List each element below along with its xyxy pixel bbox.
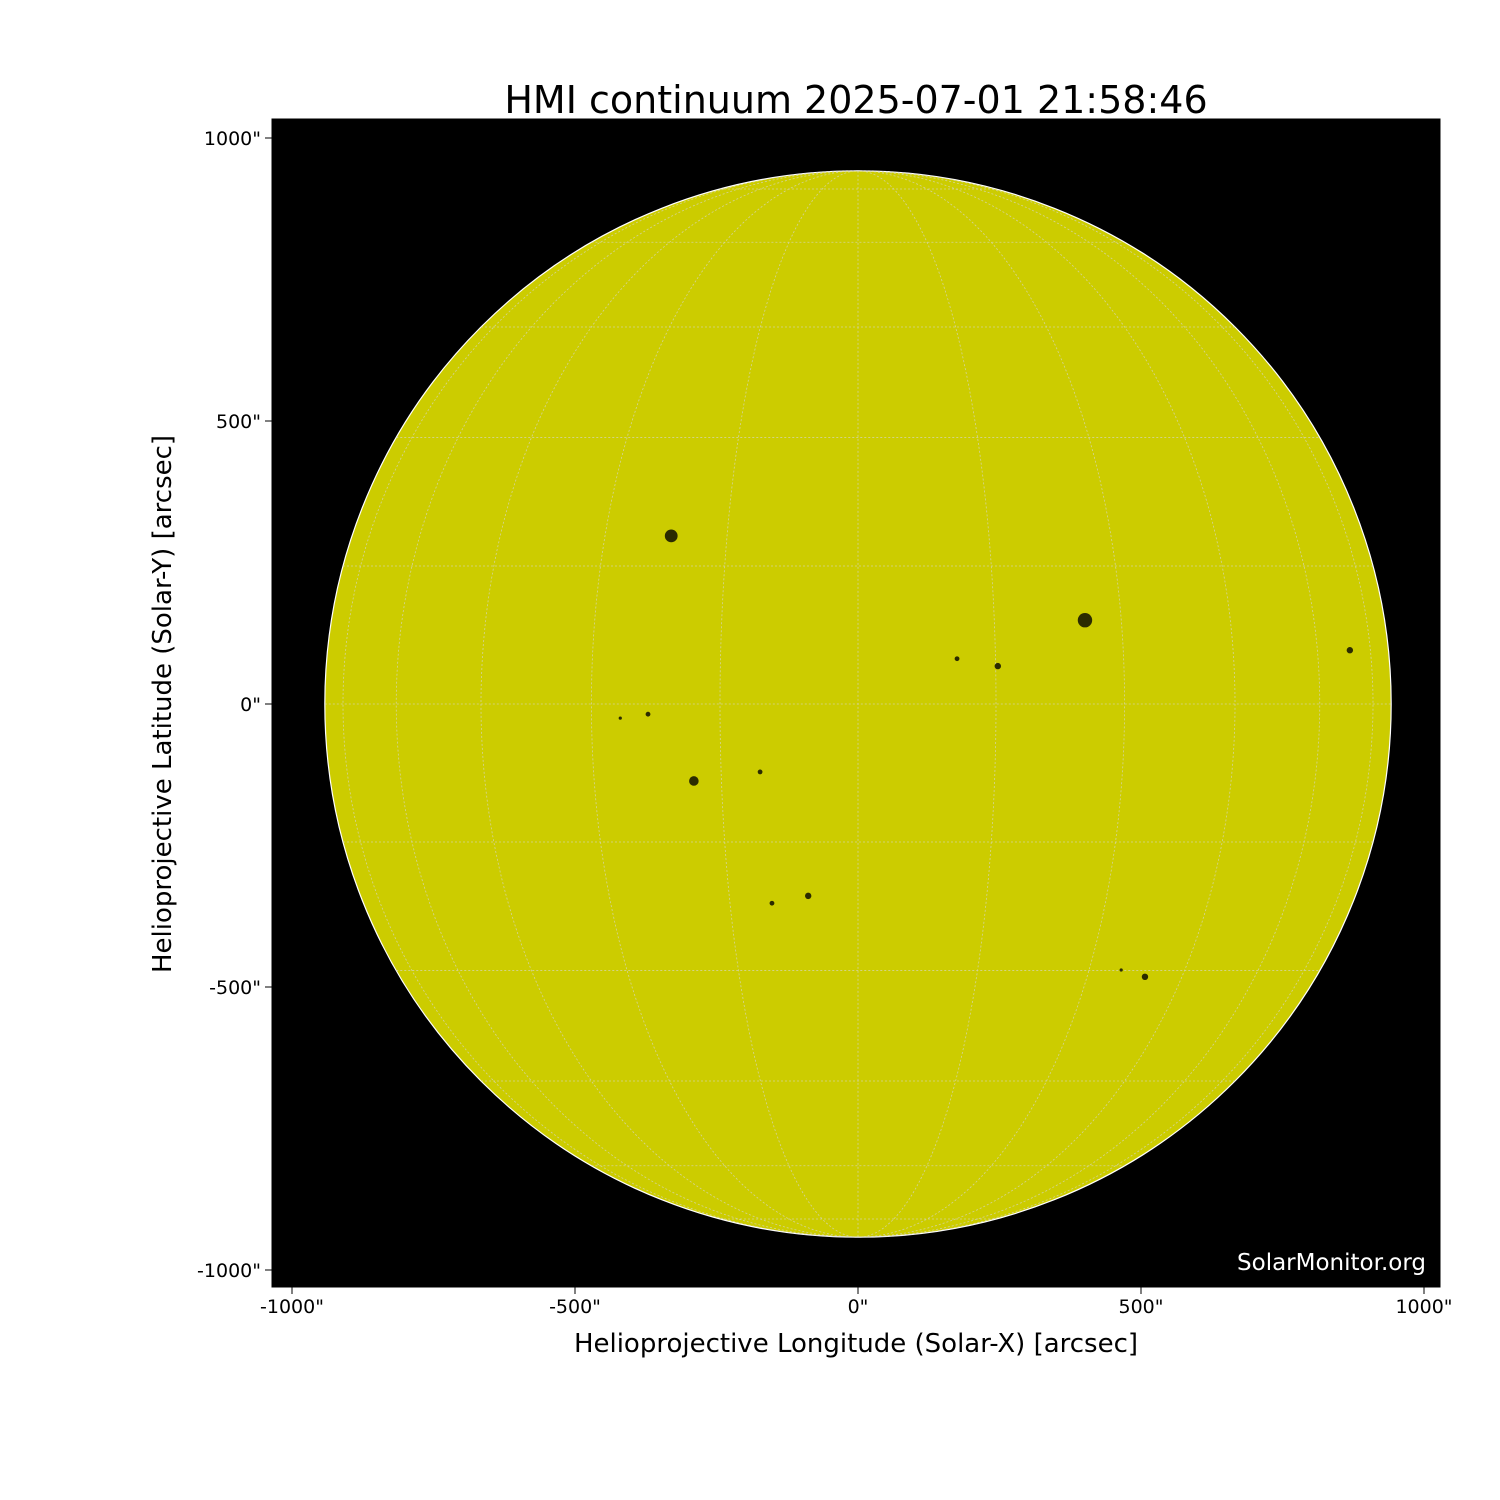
x-tick-label: -1000" bbox=[260, 1296, 324, 1318]
sunspot bbox=[769, 900, 775, 906]
grid-meridian bbox=[857, 170, 997, 1238]
y-tick-label: 1000" bbox=[204, 128, 261, 150]
sunspot bbox=[757, 769, 763, 775]
x-axis-label: Helioprojective Longitude (Solar-X) [arc… bbox=[574, 1329, 1138, 1359]
sunspot bbox=[994, 662, 1002, 670]
sunspot bbox=[1346, 647, 1354, 654]
y-tick-label: 500" bbox=[216, 411, 261, 433]
y-tick-label: -1000" bbox=[197, 1260, 261, 1282]
sunspot bbox=[1141, 973, 1149, 981]
sunspot bbox=[664, 529, 678, 543]
plot-frame bbox=[271, 118, 1441, 1288]
y-tick-label: 0" bbox=[240, 694, 261, 716]
sunspot bbox=[645, 711, 651, 717]
solar-disk-layer bbox=[324, 170, 1392, 1238]
sunspot bbox=[1077, 613, 1093, 628]
sunspot bbox=[618, 716, 622, 720]
chart-title: HMI continuum 2025-07-01 21:58:46 bbox=[504, 78, 1207, 122]
x-tick-label: 0" bbox=[848, 1296, 869, 1318]
sunspot bbox=[689, 776, 699, 786]
sunspot bbox=[1119, 968, 1123, 972]
y-tick-label: -500" bbox=[209, 977, 261, 999]
x-tick-label: 500" bbox=[1118, 1296, 1163, 1318]
x-tick-label: -500" bbox=[549, 1296, 601, 1318]
grid-meridian bbox=[719, 170, 859, 1238]
sunspot bbox=[954, 656, 960, 662]
sunspot bbox=[804, 892, 812, 900]
y-axis-label: Helioprojective Latitude (Solar-Y) [arcs… bbox=[148, 435, 178, 973]
axis-ticks: -1000" -500" 0" 500" 1000" -1000" -500" 0" 500" 1… bbox=[197, 128, 1453, 1318]
x-tick-label: 1000" bbox=[1395, 1296, 1452, 1318]
heliographic-grid bbox=[324, 170, 1392, 1238]
watermark: SolarMonitor.org bbox=[1237, 1250, 1426, 1276]
